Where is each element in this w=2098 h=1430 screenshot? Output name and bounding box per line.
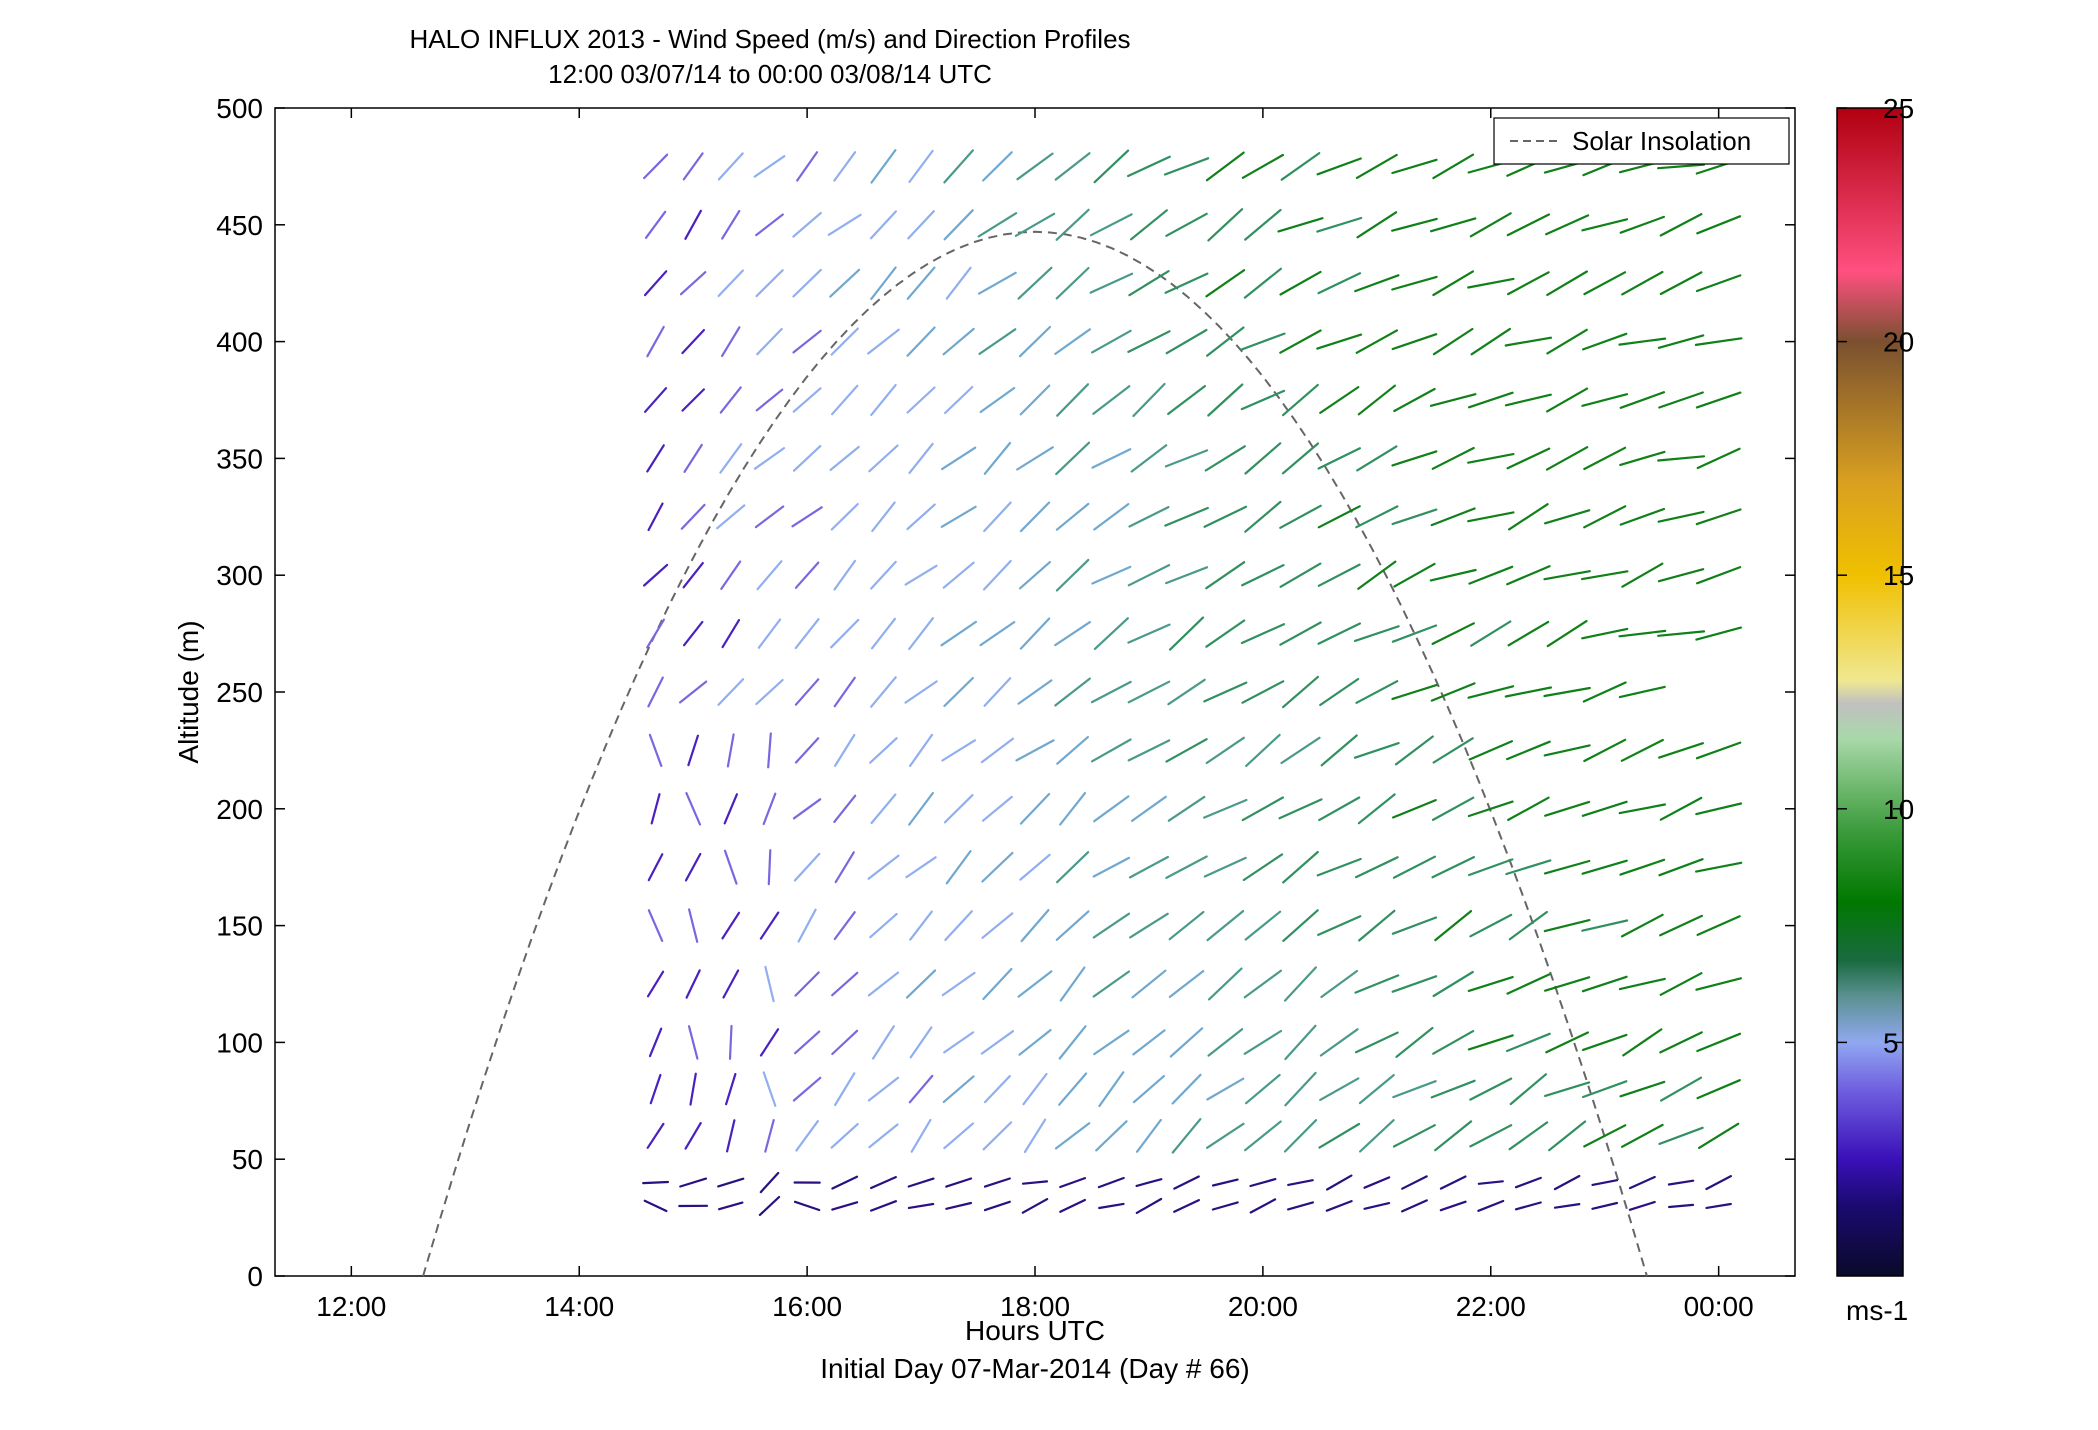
x-axis-sublabel: Initial Day 07-Mar-2014 (Day # 66) — [820, 1353, 1250, 1384]
y-tick-label: 50 — [232, 1144, 263, 1175]
y-tick-label: 250 — [216, 677, 263, 708]
wind-barb — [769, 850, 771, 884]
colorbar-tick-label: 15 — [1883, 560, 1914, 591]
y-tick-label: 400 — [216, 327, 263, 358]
x-tick-label: 14:00 — [544, 1291, 614, 1322]
y-axis-label: Altitude (m) — [173, 620, 204, 763]
colorbar: 5 10 15 20 25 ms-1 — [1837, 93, 1914, 1326]
colorbar-tick-label: 5 — [1883, 1027, 1899, 1058]
x-tick-label: 20:00 — [1228, 1291, 1298, 1322]
y-tick-label: 450 — [216, 210, 263, 241]
chart-subtitle: 12:00 03/07/14 to 00:00 03/08/14 UTC — [548, 59, 992, 89]
wind-barb — [643, 1182, 668, 1183]
x-tick-label: 12:00 — [316, 1291, 386, 1322]
colorbar-gradient — [1837, 108, 1903, 1276]
y-tick-label: 150 — [216, 911, 263, 942]
y-tick-label: 200 — [216, 794, 263, 825]
colorbar-tick-label: 10 — [1883, 794, 1914, 825]
x-tick-label: 22:00 — [1456, 1291, 1526, 1322]
colorbar-unit: ms-1 — [1846, 1295, 1908, 1326]
y-tick-label: 0 — [247, 1261, 263, 1292]
x-tick-label: 16:00 — [772, 1291, 842, 1322]
y-tick-label: 100 — [216, 1027, 263, 1058]
colorbar-tick-label: 20 — [1883, 327, 1914, 358]
colorbar-tick-label: 25 — [1883, 93, 1914, 124]
chart-title: HALO INFLUX 2013 - Wind Speed (m/s) and … — [409, 24, 1130, 54]
x-tick-label: 00:00 — [1684, 1291, 1754, 1322]
y-tick-label: 500 — [216, 93, 263, 124]
y-tick-label: 300 — [216, 560, 263, 591]
legend: Solar Insolation — [1494, 118, 1789, 164]
wind-barb — [730, 1026, 732, 1059]
y-tick-label: 350 — [216, 443, 263, 474]
legend-label-solar-insolation: Solar Insolation — [1572, 126, 1751, 156]
x-axis-label: Hours UTC — [965, 1315, 1105, 1346]
